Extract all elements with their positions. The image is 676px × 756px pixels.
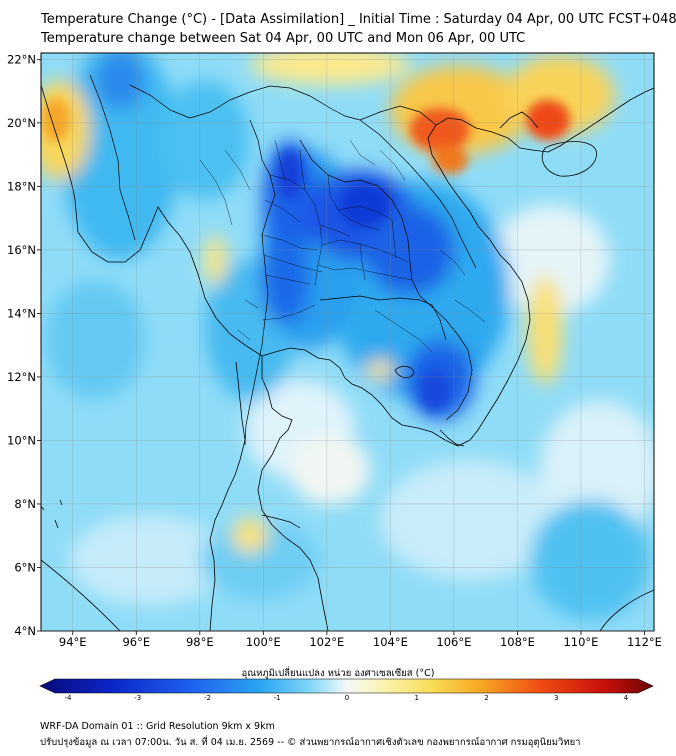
colorbar-tick-label: -2 bbox=[204, 694, 211, 702]
colorbar-tick-label: -3 bbox=[134, 694, 141, 702]
lon-tick-label: 110°E bbox=[563, 635, 598, 649]
lat-tick-label: 14°N bbox=[7, 306, 36, 320]
lon-tick-label: 94°E bbox=[59, 635, 87, 649]
map-subtitle: Temperature change between Sat 04 Apr, 0… bbox=[41, 31, 526, 46]
lat-tick-label: 20°N bbox=[7, 116, 36, 130]
lat-tick-label: 12°N bbox=[7, 370, 36, 384]
lat-tick-label: 16°N bbox=[7, 243, 36, 257]
lat-tick-label: 4°N bbox=[14, 624, 36, 638]
lon-tick-label: 102°E bbox=[309, 635, 344, 649]
colorbar-scale bbox=[39, 678, 654, 694]
lon-tick-label: 108°E bbox=[500, 635, 535, 649]
colorbar-tick-label: 0 bbox=[345, 694, 349, 702]
lat-tick-label: 22°N bbox=[7, 52, 36, 66]
lat-tick-label: 6°N bbox=[14, 560, 36, 574]
lon-tick-label: 100°E bbox=[246, 635, 281, 649]
lat-tick-label: 8°N bbox=[14, 497, 36, 511]
colorbar-label: อุณหภูมิเปลี่ยนแปลง หน่วย องศาเซลเซียส (… bbox=[241, 668, 435, 679]
graticule bbox=[41, 53, 654, 632]
colorbar: -4 -3 -2 -1 0 1 2 3 4 bbox=[39, 678, 654, 702]
colorbar-tick-label: -4 bbox=[65, 694, 73, 702]
colorbar-tick-label: 3 bbox=[554, 694, 558, 702]
latitude-axis: 22°N 20°N 18°N 16°N 14°N 12°N 10°N 8°N 6°N 4°N bbox=[7, 52, 41, 638]
colorbar-ticks: -4 -3 -2 -1 0 1 2 3 4 bbox=[65, 694, 629, 702]
lat-tick-label: 10°N bbox=[7, 433, 36, 447]
lat-tick-label: 18°N bbox=[7, 179, 36, 193]
coastlines bbox=[41, 84, 654, 631]
colorbar-tick-label: -1 bbox=[274, 694, 281, 702]
lon-tick-label: 96°E bbox=[122, 635, 150, 649]
model-info: WRF-DA Domain 01 :: Grid Resolution 9km … bbox=[40, 721, 275, 732]
map-title: Temperature Change (°C) - [Data Assimila… bbox=[41, 12, 676, 27]
lon-tick-label: 104°E bbox=[373, 635, 408, 649]
province-borders bbox=[199, 139, 486, 353]
lon-tick-label: 106°E bbox=[436, 635, 471, 649]
colorbar-tick-label: 4 bbox=[624, 694, 629, 702]
longitude-axis: 94°E 96°E 98°E 100°E 102°E 104°E 106°E 108°E 110… bbox=[59, 631, 662, 649]
update-info: ปรับปรุงข้อมูล ณ เวลา 07:00น. วัน ส. ที่… bbox=[40, 737, 581, 748]
lon-tick-label: 112°E bbox=[627, 635, 662, 649]
lon-tick-label: 98°E bbox=[186, 635, 214, 649]
colorbar-tick-label: 1 bbox=[415, 694, 419, 702]
colorbar-tick-label: 2 bbox=[484, 694, 488, 702]
temperature-field bbox=[41, 53, 654, 631]
